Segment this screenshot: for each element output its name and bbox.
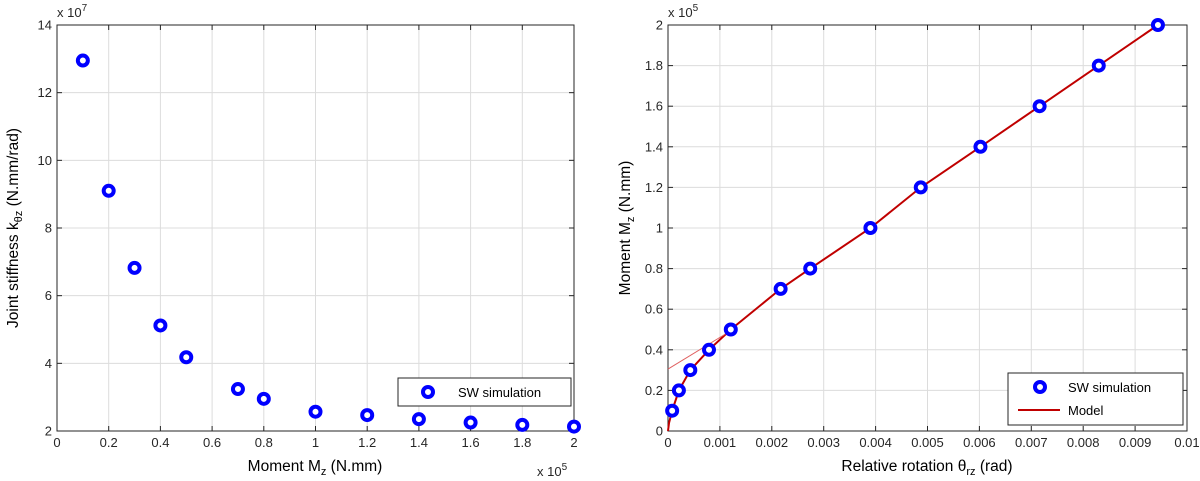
r-x-tick-label: 0.006 <box>963 435 996 450</box>
left-ticks: 0 0.2 0.4 0.6 0.8 1 1.2 1.4 1.6 1.8 2 2 4 6 8 10 12 14 <box>38 18 578 451</box>
l-y-tick-label: 2 <box>45 424 52 439</box>
right-legend-label-model: Model <box>1068 403 1104 418</box>
r-data-point <box>1032 99 1047 114</box>
r-x-tick-label: 0.002 <box>756 435 789 450</box>
l-data-point <box>463 415 478 430</box>
l-data-point <box>230 382 245 397</box>
right-legend-label-sw: SW simulation <box>1068 380 1151 395</box>
r-data-point <box>1150 18 1165 32</box>
l-x-tick-label: 0.4 <box>151 435 169 450</box>
r-y-tick-label: 0.6 <box>645 302 663 317</box>
r-data-point <box>803 261 818 276</box>
l-x-tick-label: 1 <box>312 435 319 450</box>
l-x-tick-label: 0.8 <box>255 435 273 450</box>
right-legend-marker-icon <box>1033 380 1047 394</box>
r-y-tick-label: 0.4 <box>645 342 663 357</box>
l-x-tick-label: 2 <box>570 435 577 450</box>
left-legend-label: SW simulation <box>458 385 541 400</box>
right-x-axis-label: Relative rotation θrz (rad) <box>841 458 1012 478</box>
r-y-tick-label: 1 <box>656 221 663 236</box>
l-x-tick-label: 1.4 <box>410 435 428 450</box>
r-data-point <box>973 139 988 154</box>
l-x-tick-label: 1.2 <box>358 435 376 450</box>
right-legend: SW simulation Model <box>1007 372 1184 426</box>
l-data-point <box>256 391 271 406</box>
r-x-tick-label: 0.009 <box>1119 435 1152 450</box>
r-data-point <box>671 383 686 398</box>
r-y-tick-label: 0 <box>656 424 663 439</box>
right-y-exponent: x 105 <box>668 3 699 20</box>
r-data-point <box>913 180 928 195</box>
left-y-axis-label: Joint stiffness kθz (N.mm/rad) <box>5 128 25 328</box>
left-x-axis-label: Moment Mz (N.mm) <box>248 458 383 478</box>
r-x-tick-label: 0.01 <box>1174 435 1199 450</box>
l-y-tick-label: 14 <box>38 18 52 33</box>
r-y-tick-label: 2 <box>656 18 663 33</box>
r-x-tick-label: 0.004 <box>859 435 892 450</box>
r-y-tick-label: 0.8 <box>645 261 663 276</box>
r-data-point <box>702 342 717 357</box>
left-grid <box>57 25 574 431</box>
r-data-point <box>665 403 680 418</box>
left-x-exponent: x 105 <box>537 462 568 479</box>
left-y-exponent: x 107 <box>57 3 88 20</box>
r-y-tick-label: 1.6 <box>645 99 663 114</box>
r-y-tick-label: 0.2 <box>645 383 663 398</box>
right-y-axis-label: Moment Mz (N.mm) <box>617 161 637 296</box>
l-y-tick-label: 6 <box>45 288 52 303</box>
right-ticks: 0 0.001 0.002 0.003 0.004 0.005 0.006 0.007 0.00… <box>645 18 1200 451</box>
l-y-tick-label: 8 <box>45 221 52 236</box>
r-y-tick-label: 1.8 <box>645 58 663 73</box>
l-data-point <box>411 412 426 427</box>
r-x-tick-label: 0.007 <box>1015 435 1048 450</box>
l-x-tick-label: 0.2 <box>100 435 118 450</box>
r-data-point <box>1091 58 1106 73</box>
r-x-tick-label: 0.008 <box>1067 435 1100 450</box>
l-data-point <box>153 318 168 333</box>
l-x-tick-label: 0 <box>53 435 60 450</box>
l-y-tick-label: 12 <box>38 85 52 100</box>
left-data-marks <box>75 53 581 434</box>
r-y-tick-label: 1.4 <box>645 139 663 154</box>
l-data-point <box>308 404 323 419</box>
r-data-point <box>773 281 788 296</box>
l-data-point <box>75 53 90 68</box>
l-data-point <box>567 419 581 434</box>
r-data-point <box>863 221 878 235</box>
l-x-tick-label: 1.6 <box>462 435 480 450</box>
l-data-point <box>515 417 530 432</box>
r-x-tick-label: 0.003 <box>807 435 840 450</box>
l-data-point <box>179 350 194 365</box>
l-x-tick-label: 1.8 <box>513 435 531 450</box>
r-linear-fit-line <box>667 329 734 370</box>
l-x-tick-label: 0.6 <box>203 435 221 450</box>
left-legend-marker-icon <box>421 385 435 399</box>
l-y-tick-label: 10 <box>38 153 52 168</box>
r-data-point <box>723 322 738 337</box>
left-chart: 0 0.2 0.4 0.6 0.8 1 1.2 1.4 1.6 1.8 2 2 4 6 8 10 12 14 x … <box>5 3 581 479</box>
left-legend: SW simulation <box>397 377 572 407</box>
right-chart: 0 0.001 0.002 0.003 0.004 0.005 0.006 0.007 0.00… <box>617 3 1200 478</box>
r-x-tick-label: 0.001 <box>704 435 737 450</box>
left-legend-box <box>397 377 572 407</box>
r-data-point <box>683 363 698 378</box>
r-y-tick-label: 1.2 <box>645 180 663 195</box>
l-data-point <box>360 408 375 423</box>
right-data-marks <box>665 18 1165 418</box>
l-data-point <box>101 183 116 198</box>
l-y-tick-label: 4 <box>45 356 52 371</box>
right-grid <box>668 25 1187 431</box>
r-x-tick-label: 0.005 <box>911 435 944 450</box>
l-data-point <box>127 260 142 275</box>
r-x-tick-label: 0 <box>664 435 671 450</box>
